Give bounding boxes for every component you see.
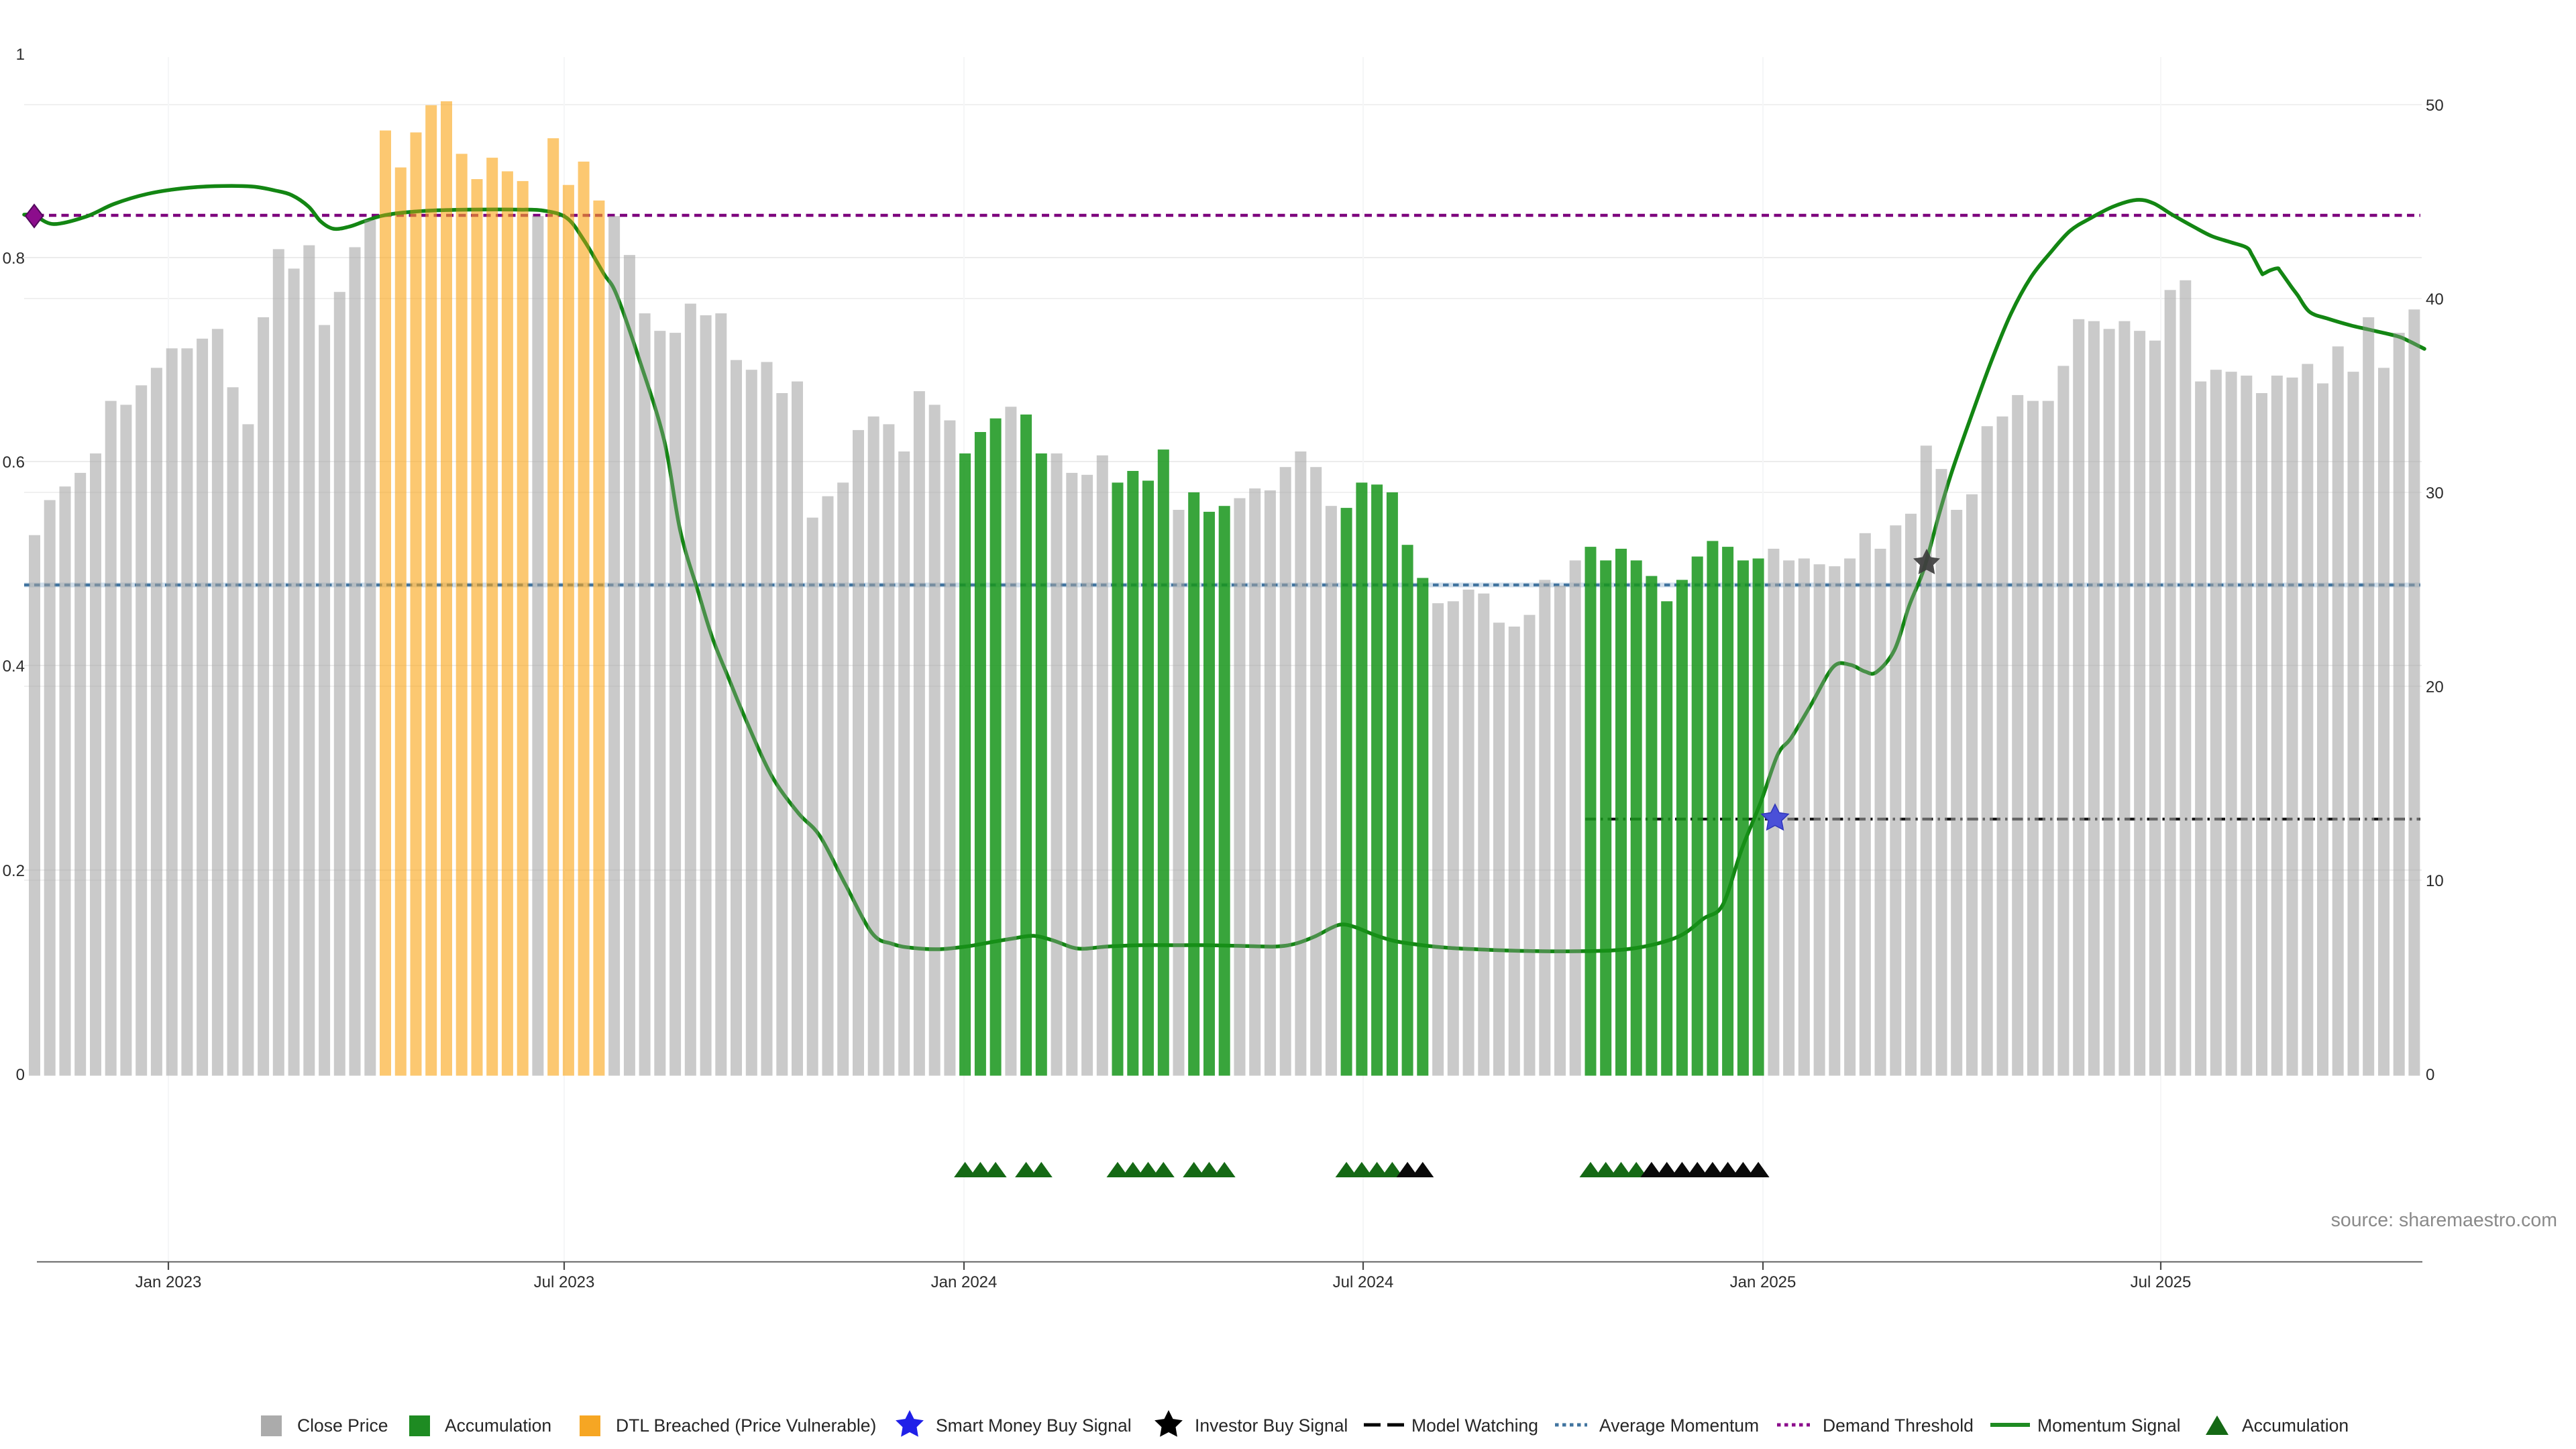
svg-text:20: 20 [2426, 678, 2444, 696]
svg-text:source: sharemaestro.com: source: sharemaestro.com [2331, 1210, 2557, 1231]
svg-text:Jul 2025: Jul 2025 [2131, 1273, 2192, 1291]
svg-text:0: 0 [2426, 1066, 2434, 1084]
svg-text:40: 40 [2426, 290, 2444, 309]
svg-text:0.8: 0.8 [3, 250, 25, 268]
svg-text:Smart Money Buy Signal: Smart Money Buy Signal [936, 1415, 1132, 1436]
svg-text:Jan 2023: Jan 2023 [136, 1273, 202, 1291]
svg-text:Average Momentum: Average Momentum [1599, 1415, 1759, 1436]
svg-text:0.6: 0.6 [3, 453, 25, 472]
svg-text:Momentum Signal: Momentum Signal [2037, 1415, 2181, 1436]
svg-text:Close Price: Close Price [297, 1415, 388, 1436]
svg-text:Jul 2023: Jul 2023 [534, 1273, 595, 1291]
svg-text:1: 1 [16, 46, 25, 64]
svg-text:Accumulation: Accumulation [445, 1415, 551, 1436]
svg-text:0: 0 [16, 1066, 25, 1084]
svg-text:Jul 2024: Jul 2024 [1333, 1273, 1394, 1291]
svg-text:Jan 2024: Jan 2024 [931, 1273, 998, 1291]
svg-text:30: 30 [2426, 484, 2444, 502]
svg-text:Jan 2025: Jan 2025 [1730, 1273, 1796, 1291]
svg-text:Demand Threshold: Demand Threshold [1823, 1415, 1974, 1436]
svg-text:DTL Breached (Price Vulnerable: DTL Breached (Price Vulnerable) [616, 1415, 876, 1436]
svg-text:10: 10 [2426, 872, 2444, 890]
svg-text:Accumulation: Accumulation [2242, 1415, 2349, 1436]
svg-text:0.4: 0.4 [3, 657, 25, 676]
svg-text:0.2: 0.2 [3, 862, 25, 880]
svg-text:Model Watching: Model Watching [1411, 1415, 1538, 1436]
svg-text:50: 50 [2426, 97, 2444, 115]
svg-text:Investor Buy Signal: Investor Buy Signal [1195, 1415, 1348, 1436]
